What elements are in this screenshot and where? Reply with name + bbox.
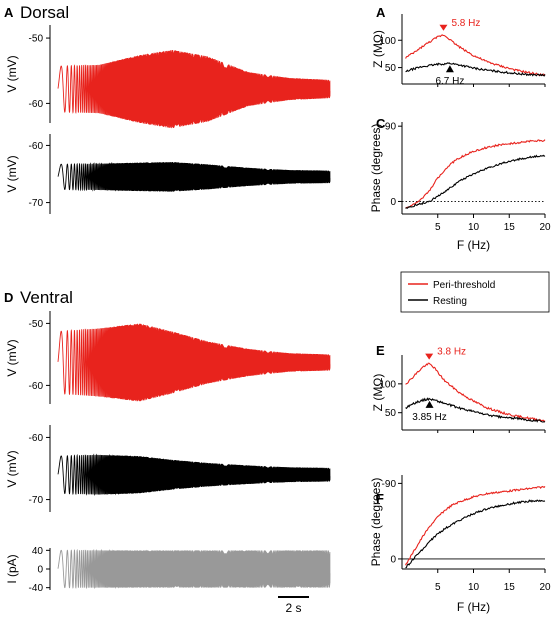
trace-panel-a-black: -60 -70 V (mV) bbox=[5, 134, 331, 214]
y-axis-label: V (mV) bbox=[5, 450, 19, 487]
y-axis-label: I (pA) bbox=[5, 554, 19, 583]
series-line bbox=[405, 62, 546, 77]
panel-letter-f: F bbox=[376, 491, 384, 506]
trace-line bbox=[57, 323, 331, 402]
y-tick-label: -50 bbox=[29, 34, 44, 45]
series-line bbox=[405, 34, 546, 76]
x-tick-label: 10 bbox=[468, 222, 480, 233]
panel-f: -90 0 5 10 15 20 F (Hz) Phase (degrees) bbox=[369, 475, 551, 614]
trace-panel-d-red: -50 -60 V (mV) bbox=[5, 311, 331, 404]
y-tick-label: -60 bbox=[29, 381, 44, 392]
section-title-dorsal: Dorsal bbox=[20, 3, 69, 22]
y-tick-label: -60 bbox=[29, 99, 44, 110]
panel-letter-d: D bbox=[4, 290, 13, 305]
y-tick-label: -70 bbox=[29, 198, 44, 209]
x-tick-label: 10 bbox=[468, 582, 480, 593]
panel-letter-c: C bbox=[376, 116, 386, 131]
x-tick-label: 20 bbox=[539, 582, 551, 593]
legend: Peri-threshold Resting bbox=[400, 271, 550, 313]
y-tick-label: 0 bbox=[390, 554, 396, 565]
y-tick-label: -60 bbox=[29, 433, 44, 444]
series-line bbox=[405, 397, 546, 423]
peak-frequency-label: 6.7 Hz bbox=[435, 76, 464, 87]
y-tick-label: 100 bbox=[379, 36, 396, 47]
trace-panel-a-red: -50 -60 V (mV) bbox=[5, 25, 331, 129]
y-tick-label: -90 bbox=[382, 122, 397, 133]
y-tick-label: -90 bbox=[382, 479, 397, 490]
y-axis-label: V (mV) bbox=[5, 55, 19, 92]
trace-line bbox=[57, 453, 331, 496]
series-line bbox=[405, 485, 546, 566]
peak-marker-triangle bbox=[425, 400, 434, 408]
legend-box bbox=[400, 271, 550, 313]
x-tick-label: 20 bbox=[539, 222, 551, 233]
trace-panel-d-current: 40 0 -40 I (pA) bbox=[5, 546, 331, 594]
y-axis-label: Z (MΩ) bbox=[371, 374, 385, 412]
panel-letter-b: A bbox=[376, 5, 386, 20]
y-tick-label: 0 bbox=[390, 197, 396, 208]
series-line bbox=[405, 139, 546, 209]
y-axis-label: Phase (degrees) bbox=[369, 124, 383, 213]
y-axis-label: Z (MΩ) bbox=[371, 30, 385, 68]
series-line bbox=[405, 362, 546, 423]
y-axis-label: V (mV) bbox=[5, 155, 19, 192]
y-tick-label: 50 bbox=[385, 63, 397, 74]
y-tick-label: -70 bbox=[29, 495, 44, 506]
peak-marker-triangle bbox=[425, 353, 434, 360]
trace-line bbox=[57, 161, 331, 192]
series-line bbox=[405, 154, 546, 209]
trace-panel-d-black: -60 -70 V (mV) bbox=[5, 425, 331, 512]
y-tick-label: 50 bbox=[385, 408, 397, 419]
x-axis-label: F (Hz) bbox=[457, 600, 490, 614]
y-tick-label: -60 bbox=[29, 141, 44, 152]
y-tick-label: 100 bbox=[379, 379, 396, 390]
panel-c: -90 0 5 10 15 20 F (Hz) Phase (degrees) bbox=[369, 122, 551, 252]
legend-label-resting: Resting bbox=[433, 296, 467, 307]
x-tick-label: 5 bbox=[435, 582, 441, 593]
x-tick-label: 15 bbox=[504, 582, 516, 593]
y-tick-label: 0 bbox=[37, 565, 43, 576]
x-tick-label: 5 bbox=[435, 222, 441, 233]
y-axis-label: V (mV) bbox=[5, 339, 19, 376]
x-tick-label: 15 bbox=[504, 222, 516, 233]
trace-line bbox=[57, 548, 331, 590]
panel-letter-a: A bbox=[4, 5, 14, 20]
time-scale-bar: 2 s bbox=[278, 596, 309, 615]
peak-frequency-label: 5.8 Hz bbox=[451, 18, 480, 29]
section-title-ventral: Ventral bbox=[20, 288, 73, 307]
voltage-trace-panels: -50-60V (mV)-60-70V (mV)-50-60V (mV)-60-… bbox=[5, 25, 331, 594]
trace-line bbox=[57, 49, 331, 129]
scale-bar-label: 2 s bbox=[285, 601, 301, 615]
panel-letter-e: E bbox=[376, 343, 385, 358]
legend-label-peri-threshold: Peri-threshold bbox=[433, 280, 495, 291]
peak-marker-triangle bbox=[445, 65, 454, 73]
x-axis-label: F (Hz) bbox=[457, 238, 490, 252]
peak-marker-triangle bbox=[439, 24, 448, 31]
peak-frequency-label: 3.8 Hz bbox=[437, 347, 466, 358]
peak-frequency-label: 3.85 Hz bbox=[412, 412, 446, 423]
series-line bbox=[405, 499, 546, 569]
y-tick-label: 40 bbox=[32, 546, 44, 557]
y-tick-label: -40 bbox=[29, 583, 44, 594]
y-tick-label: -50 bbox=[29, 319, 44, 330]
y-axis-label: Phase (degrees) bbox=[369, 478, 383, 567]
